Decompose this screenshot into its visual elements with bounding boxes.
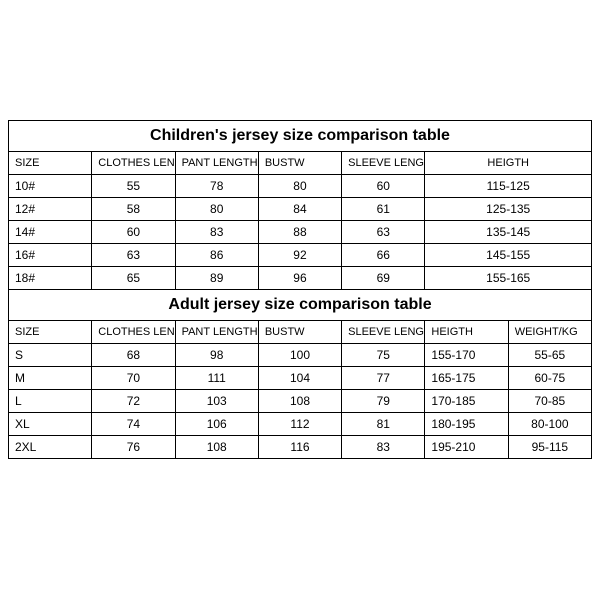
children-header-row: SIZE CLOTHES LENGTH PANT LENGTH BUSTW SL… [9,152,592,175]
cell: 18# [9,267,92,290]
cell: 145-155 [425,244,592,267]
cell: S [9,344,92,367]
children-row-16: 16# 63 86 92 66 145-155 [9,244,592,267]
children-row-14: 14# 60 83 88 63 135-145 [9,221,592,244]
cell: 103 [175,390,258,413]
cell: 80 [258,175,341,198]
children-col-bustw: BUSTW [258,152,341,175]
cell: 84 [258,198,341,221]
cell: 72 [92,390,175,413]
children-col-sleeve-length: SLEEVE LENGTH [342,152,425,175]
cell: 55 [92,175,175,198]
cell: 125-135 [425,198,592,221]
adult-row-2xl: 2XL 76 108 116 83 195-210 95-115 [9,436,592,459]
cell: 80-100 [508,413,591,436]
cell: 58 [92,198,175,221]
adult-col-pant-length: PANT LENGTH [175,321,258,344]
cell: 60 [92,221,175,244]
cell: 116 [258,436,341,459]
cell: 88 [258,221,341,244]
children-col-clothes-length: CLOTHES LENGTH [92,152,175,175]
cell: 108 [175,436,258,459]
cell: M [9,367,92,390]
adult-title: Adult jersey size comparison table [9,290,592,321]
cell: 70 [92,367,175,390]
page: { "children_table": { "title": "Children… [0,0,600,600]
cell: 66 [342,244,425,267]
children-title: Children's jersey size comparison table [9,121,592,152]
adult-row-l: L 72 103 108 79 170-185 70-85 [9,390,592,413]
children-row-10: 10# 55 78 80 60 115-125 [9,175,592,198]
adult-col-clothes-length: CLOTHES LENGTH [92,321,175,344]
cell: 80 [175,198,258,221]
adult-col-size: SIZE [9,321,92,344]
children-row-12: 12# 58 80 84 61 125-135 [9,198,592,221]
cell: 111 [175,367,258,390]
cell: 89 [175,267,258,290]
cell: 100 [258,344,341,367]
cell: 65 [92,267,175,290]
cell: 106 [175,413,258,436]
cell: 108 [258,390,341,413]
cell: 61 [342,198,425,221]
children-col-heigth: HEIGTH [425,152,592,175]
cell: 135-145 [425,221,592,244]
cell: 180-195 [425,413,508,436]
cell: 63 [92,244,175,267]
cell: 92 [258,244,341,267]
cell: 155-170 [425,344,508,367]
adult-col-sleeve-length: SLEEVE LENGTH [342,321,425,344]
cell: 10# [9,175,92,198]
cell: 60 [342,175,425,198]
adult-title-row: Adult jersey size comparison table [9,290,592,321]
cell: 2XL [9,436,92,459]
cell: 83 [175,221,258,244]
adult-col-heigth: HEIGTH [425,321,508,344]
size-comparison-table: Children's jersey size comparison table … [8,120,592,459]
cell: 155-165 [425,267,592,290]
cell: L [9,390,92,413]
cell: 83 [342,436,425,459]
cell: 98 [175,344,258,367]
cell: 165-175 [425,367,508,390]
cell: 170-185 [425,390,508,413]
adult-row-xl: XL 74 106 112 81 180-195 80-100 [9,413,592,436]
cell: XL [9,413,92,436]
cell: 95-115 [508,436,591,459]
children-col-size: SIZE [9,152,92,175]
cell: 70-85 [508,390,591,413]
cell: 195-210 [425,436,508,459]
adult-col-bustw: BUSTW [258,321,341,344]
cell: 75 [342,344,425,367]
cell: 78 [175,175,258,198]
adult-row-s: S 68 98 100 75 155-170 55-65 [9,344,592,367]
cell: 81 [342,413,425,436]
cell: 69 [342,267,425,290]
cell: 77 [342,367,425,390]
children-title-row: Children's jersey size comparison table [9,121,592,152]
cell: 63 [342,221,425,244]
children-row-18: 18# 65 89 96 69 155-165 [9,267,592,290]
cell: 79 [342,390,425,413]
cell: 104 [258,367,341,390]
cell: 86 [175,244,258,267]
cell: 96 [258,267,341,290]
adult-header-row: SIZE CLOTHES LENGTH PANT LENGTH BUSTW SL… [9,321,592,344]
cell: 74 [92,413,175,436]
cell: 12# [9,198,92,221]
adult-col-weight: WEIGHT/KG [508,321,591,344]
cell: 112 [258,413,341,436]
cell: 14# [9,221,92,244]
cell: 68 [92,344,175,367]
cell: 60-75 [508,367,591,390]
adult-row-m: M 70 111 104 77 165-175 60-75 [9,367,592,390]
cell: 55-65 [508,344,591,367]
cell: 16# [9,244,92,267]
size-tables-container: Children's jersey size comparison table … [8,120,592,459]
cell: 76 [92,436,175,459]
cell: 115-125 [425,175,592,198]
children-col-pant-length: PANT LENGTH [175,152,258,175]
